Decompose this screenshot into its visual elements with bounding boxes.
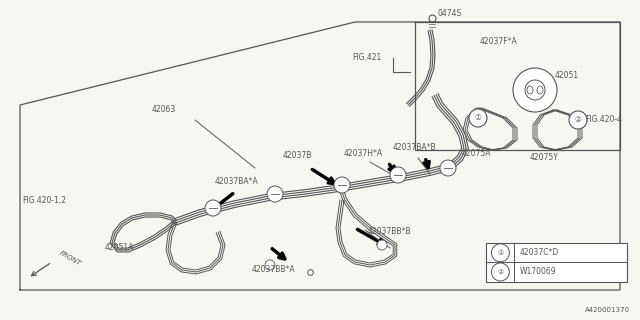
Circle shape [513, 68, 557, 112]
Circle shape [377, 240, 387, 250]
Text: A420001370: A420001370 [585, 307, 630, 313]
Text: 42037F*A: 42037F*A [480, 37, 518, 46]
Text: 42037BB*A: 42037BB*A [252, 266, 296, 275]
Text: 42051: 42051 [555, 70, 579, 79]
Circle shape [334, 177, 350, 193]
Text: 42063: 42063 [152, 106, 176, 115]
Text: W170069: W170069 [520, 268, 556, 276]
Text: 42075Y: 42075Y [530, 154, 559, 163]
Text: 42037B: 42037B [283, 150, 312, 159]
Circle shape [492, 244, 509, 262]
Text: FRONT: FRONT [58, 249, 82, 267]
Text: FIG.421: FIG.421 [352, 53, 381, 62]
Circle shape [569, 111, 587, 129]
Text: FIG.420-4: FIG.420-4 [585, 116, 622, 124]
Circle shape [205, 200, 221, 216]
Text: 0474S: 0474S [438, 9, 462, 18]
Circle shape [440, 160, 456, 176]
Circle shape [390, 167, 406, 183]
Text: FIG.420-1,2: FIG.420-1,2 [22, 196, 66, 204]
Text: 42037C*D: 42037C*D [520, 248, 559, 257]
Text: ①: ① [497, 250, 504, 256]
Text: 42037BB*B: 42037BB*B [368, 228, 412, 236]
Circle shape [267, 186, 283, 202]
Text: 42037BA*A: 42037BA*A [215, 178, 259, 187]
Circle shape [265, 260, 275, 270]
Text: 42075A: 42075A [462, 148, 492, 157]
Circle shape [492, 263, 509, 281]
Text: 42051A: 42051A [105, 244, 134, 252]
Text: 42037H*A: 42037H*A [344, 148, 383, 157]
Text: 42037BA*B: 42037BA*B [393, 143, 436, 153]
Text: ②: ② [575, 116, 581, 124]
Circle shape [469, 109, 487, 127]
Text: ②: ② [497, 269, 504, 275]
Text: ①: ① [475, 114, 481, 123]
Bar [486, 243, 627, 282]
